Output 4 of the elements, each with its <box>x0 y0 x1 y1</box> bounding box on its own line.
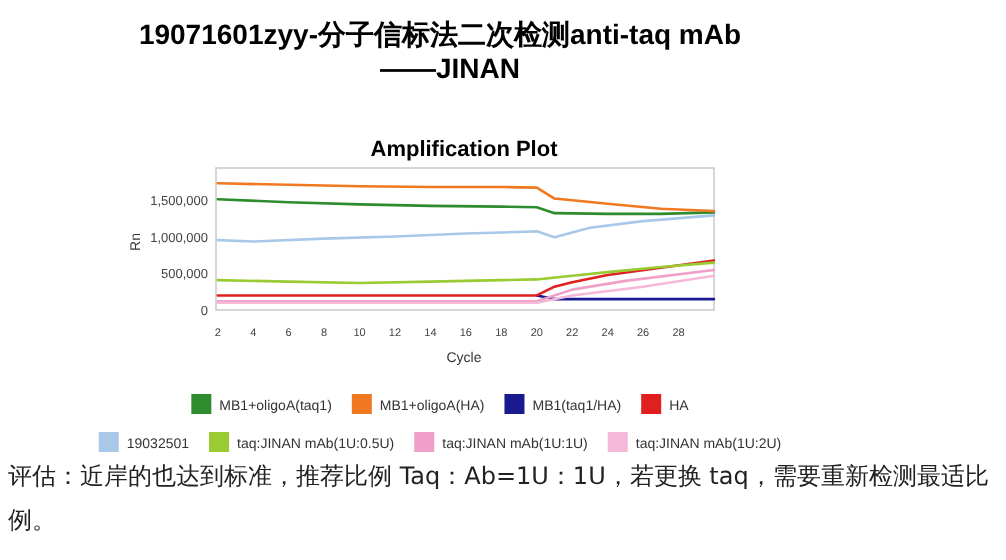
annotation: 19071601zyy-分子信标法二次检测anti-taq mAb <box>138 18 742 50</box>
chart-title: Amplification Plot <box>370 138 559 162</box>
annotation: ——JINAN <box>380 52 520 84</box>
annotation: 评估：近岸的也达到标准，推荐比例 Taq：Ab=1U：1U，若更换 taq，需要重新检测最适比例。 <box>8 460 991 538</box>
